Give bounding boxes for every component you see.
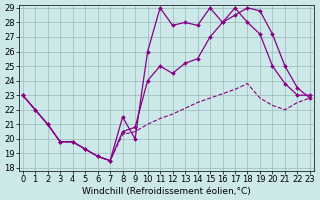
X-axis label: Windchill (Refroidissement éolien,°C): Windchill (Refroidissement éolien,°C) (82, 187, 251, 196)
